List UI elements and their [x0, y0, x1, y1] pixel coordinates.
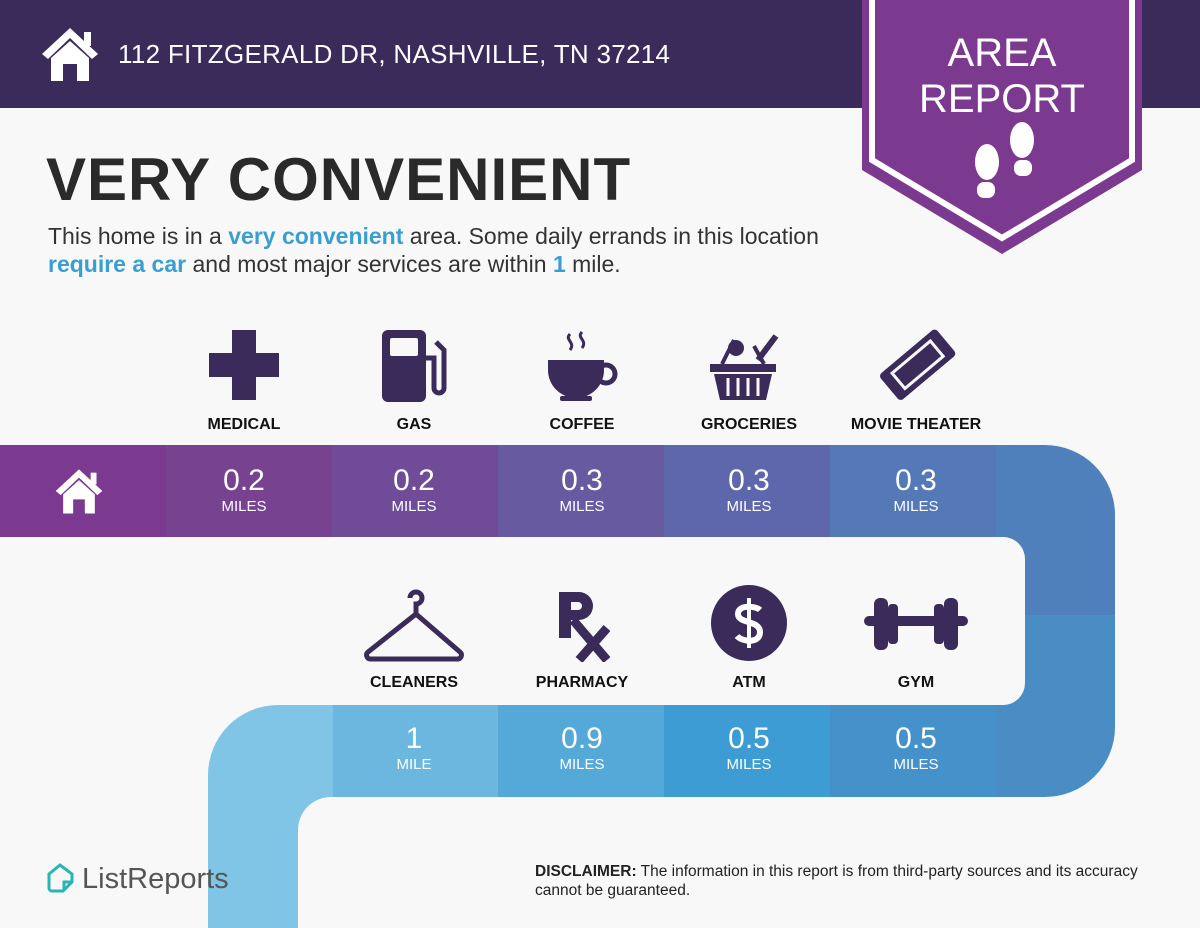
amenity-label-movie-theater: MOVIE THEATER	[850, 416, 982, 433]
amenity-label-gym: GYM	[897, 674, 935, 691]
distance-groceries: 0.3 MILES	[726, 464, 772, 515]
distance-atm: 0.5 MILES	[726, 722, 772, 773]
distance-movie-theater: 0.3 MILES	[893, 464, 939, 515]
description: This home is in a very convenient area. …	[48, 223, 819, 277]
home-icon	[42, 28, 98, 81]
amenity-label-atm: ATM	[732, 674, 766, 691]
amenity-label-gas: GAS	[396, 416, 432, 433]
footprints-icon	[975, 122, 1034, 198]
distance-gym: 0.5 MILES	[893, 722, 939, 773]
home-icon	[55, 469, 103, 514]
distance-gas: 0.2 MILES	[391, 464, 437, 515]
distance-pharmacy: 0.9 MILES	[559, 722, 605, 773]
badge-title: AREA REPORT	[919, 31, 1085, 121]
amenity-label-cleaners: CLEANERS	[369, 674, 458, 691]
coffee-cup-icon	[548, 330, 618, 401]
amenity-label-medical: MEDICAL	[207, 416, 281, 433]
page-title: VERY CONVENIENT	[46, 146, 632, 213]
disclaimer: DISCLAIMER: The information in this repo…	[535, 863, 1138, 899]
movie-ticket-icon	[880, 329, 956, 400]
amenity-label-groceries: GROCERIES	[700, 416, 797, 433]
gas-pump-icon	[382, 330, 447, 402]
dollar-icon	[711, 585, 787, 661]
amenity-label-coffee: COFFEE	[549, 416, 615, 433]
dumbbell-icon	[864, 598, 968, 650]
amenity-label-pharmacy: PHARMACY	[535, 674, 629, 691]
hanger-icon	[364, 589, 464, 662]
area-report-badge	[862, 0, 1142, 254]
listreports-logo-icon	[47, 863, 74, 893]
distance-cleaners: 1 MILE	[396, 722, 432, 773]
rx-icon	[559, 592, 611, 662]
grocery-basket-icon	[710, 334, 779, 400]
distance-coffee: 0.3 MILES	[559, 464, 605, 515]
listreports-logo: ListReports	[82, 863, 229, 895]
distance-medical: 0.2 MILES	[221, 464, 267, 515]
property-address: 112 FITZGERALD DR, NASHVILLE, TN 37214	[118, 39, 671, 69]
medical-cross-icon	[209, 330, 279, 400]
